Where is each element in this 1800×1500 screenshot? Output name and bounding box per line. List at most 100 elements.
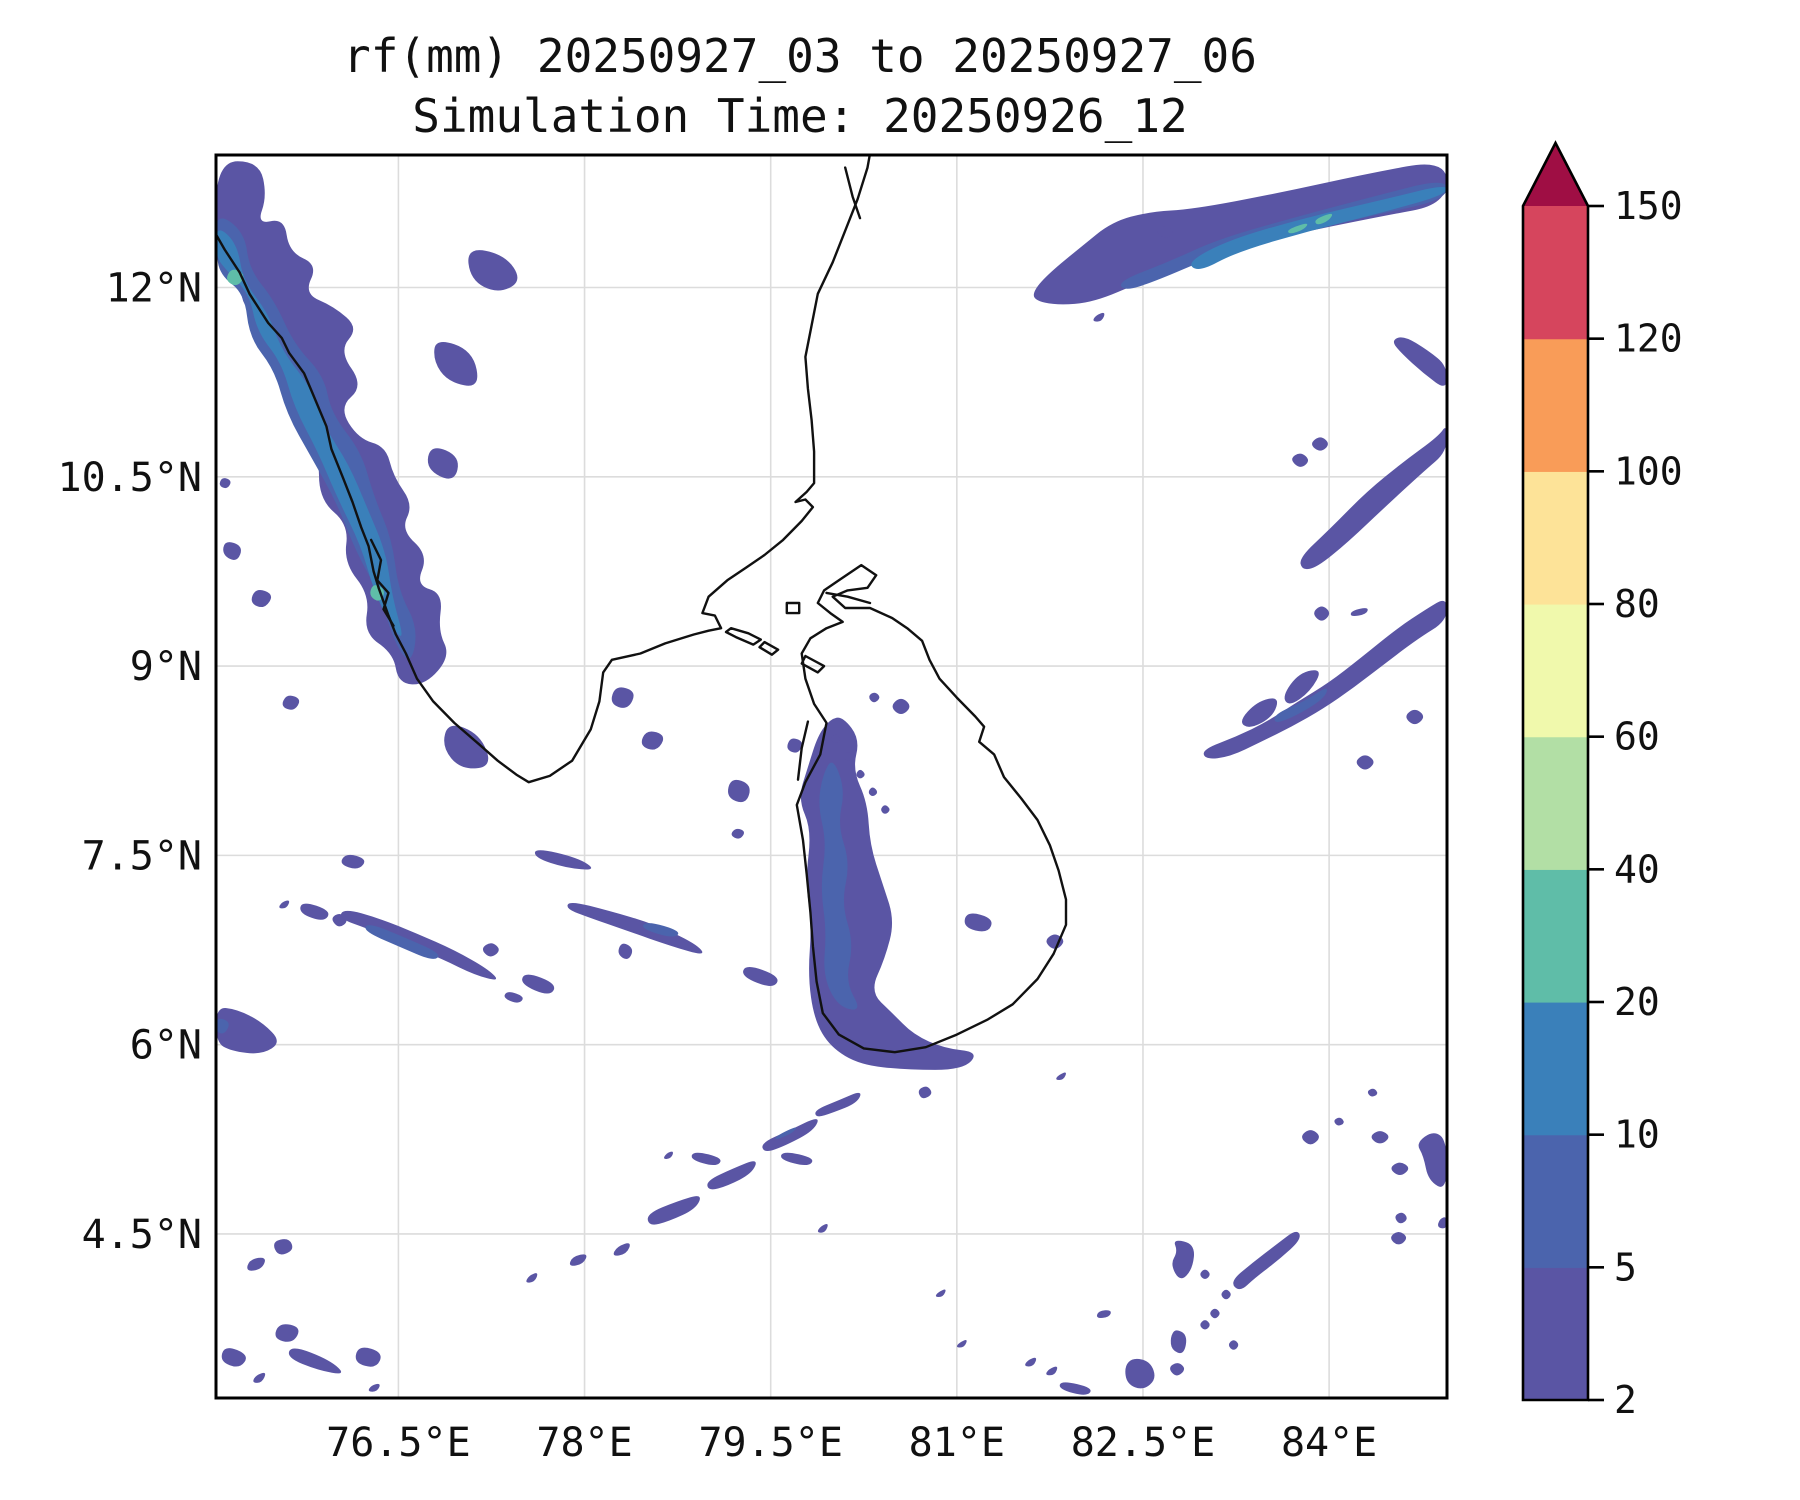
rain-patch-bl-dot-b (368, 1383, 380, 1392)
x-tick-label: 82.5°E (1071, 1420, 1216, 1466)
rain-patch-inland-ne (468, 250, 518, 291)
rain-patch-br-round (1125, 1358, 1155, 1389)
colorbar-tick-label: 2 (1614, 1378, 1637, 1422)
coastline-pamban-island-2 (758, 640, 780, 656)
rain-patch-br-diamond-b (1371, 1131, 1389, 1144)
rain-patch-ws-blob-e (522, 974, 555, 994)
rain-patch-sc-dot-b (526, 1273, 538, 1283)
colorbar-tick-label: 80 (1614, 582, 1660, 626)
y-tick-label: 10.5°N (58, 455, 203, 501)
colorbar-segment-100-120 (1523, 338, 1588, 472)
rain-patch-inland-e (434, 342, 478, 386)
colorbar-tick-label: 100 (1614, 449, 1683, 493)
rain-patch-band-teal-b (1315, 213, 1333, 225)
rain-patch-br-dot-b (1025, 1357, 1037, 1367)
colorbar: 2 5 10 20 40 60 80 100 120 150 (1521, 140, 1683, 1422)
rain-patch-br-dash-b (1096, 1310, 1111, 1318)
coastline-pamban-island-1 (724, 627, 762, 646)
rain-patch-sl-tip-dot (918, 1086, 932, 1099)
y-tick-label: 6°N (130, 1023, 202, 1069)
rain-patch-india-tip (444, 725, 489, 769)
x-tick-label: 84°E (1281, 1420, 1377, 1466)
rain-patch-bc-dot-b (956, 1340, 967, 1348)
rain-patch-swsl-chain-2 (843, 752, 853, 761)
rain-patch-mid-streak-core (1274, 688, 1328, 722)
rain-patch-ws-blob (300, 903, 329, 920)
x-tick-label: 76.5°E (326, 1420, 471, 1466)
rain-patch-sc1 (647, 1196, 700, 1225)
figure-title: rf(mm) 20250927_03 to 20250927_06 (343, 29, 1257, 83)
rain-patch-band-dot (1093, 312, 1105, 322)
rain-patch-bl-c (355, 1347, 381, 1367)
rain-patch-bl-b (288, 1348, 342, 1374)
rain-patch-band-diamond (1157, 226, 1173, 238)
colorbar-segment-2-5 (1523, 1267, 1588, 1401)
colorbar-segment-60-80 (1523, 604, 1588, 738)
rain-patch-br-ch-5 (1228, 1340, 1239, 1350)
rain-patch-br-dot-e (1367, 1088, 1378, 1097)
rain-patch-sc-m1 (691, 1152, 721, 1166)
rain-patch-mid-streak-bump-b (1284, 670, 1319, 704)
rain-patch-diag-diamond-b (1312, 437, 1328, 451)
rain-patch-band-teal-a (1288, 223, 1308, 234)
rain-patch-swsl-chain-4 (868, 787, 878, 797)
rain-patch-br-dot-c (1046, 1366, 1058, 1376)
rain-patch-swsl-core (819, 762, 858, 1010)
coastline-jaffna-lagoon (825, 591, 872, 605)
rain-patch-ws-main-core (365, 925, 439, 959)
colorbar-segment-5-10 (1523, 1134, 1588, 1268)
rain-patch-mid-dash (1350, 608, 1368, 616)
colorbar-tick-label: 40 (1614, 847, 1660, 891)
rain-patch-br-diamond-d (1170, 1363, 1185, 1376)
rain-patch-mid-diamond-c (1314, 606, 1330, 621)
rain-patch-sl-inland-dot (869, 692, 880, 703)
figure-subtitle: Simulation Time: 20250926_12 (412, 89, 1188, 143)
coastline-sri-lanka (795, 563, 1068, 1054)
rain-patch-sea-dot-d (282, 695, 300, 710)
rain-patch-left-blob-6n (216, 1008, 277, 1054)
rain-patch-mid-diamond-a (1406, 709, 1424, 725)
colorbar-tick-label: 10 (1614, 1113, 1660, 1157)
x-tick-label: 78°E (536, 1420, 632, 1466)
rain-patch-br-ch-3 (1210, 1308, 1220, 1319)
rain-patch-br-streak (1233, 1231, 1300, 1290)
rain-patch-br-corner (1418, 1133, 1447, 1187)
rain-patch-bl-dot-a (253, 1372, 266, 1383)
x-tick-label: 81°E (909, 1420, 1005, 1466)
rain-patch-diag-diamond-a (1292, 453, 1308, 467)
rain-patch-br-ch-2 (1221, 1289, 1231, 1300)
rain-patch-bc-dot-a (935, 1289, 946, 1297)
rain-patch-mid-streak-bump-a (1241, 698, 1278, 727)
map-frame (214, 153, 1449, 1400)
rain-patch-mid-diamond-b (1356, 755, 1374, 770)
colorbar-tick-label: 150 (1614, 184, 1683, 228)
coastline-delft-island (785, 601, 801, 615)
rain-patch-ws-diamond-b (482, 943, 499, 957)
rain-patch-sl-coast-dot (787, 738, 803, 753)
rain-patch-sl-inland-diamond (892, 698, 910, 715)
colorbar-segment-40-60 (1523, 736, 1588, 870)
rain-patch-swsl-chain-1 (831, 734, 840, 744)
rain-patch-sc3-core (775, 1127, 796, 1140)
rain-patch-kerala-core (216, 230, 402, 636)
x-tick-label: 79.5°E (698, 1420, 843, 1466)
map-content (216, 155, 1447, 1398)
coastline-pulicat-spit (844, 166, 862, 220)
rain-patch-ws-upper-b (341, 854, 365, 869)
y-tick-label: 9°N (130, 644, 202, 690)
rain-patch-inland-se (427, 448, 458, 479)
rain-patch-sc3 (762, 1119, 818, 1152)
rain-patch-br-hook (1172, 1240, 1195, 1279)
rain-patch-sc-bit-b (569, 1254, 587, 1266)
colorbar-outline (1521, 140, 1590, 1402)
rain-patch-br-comma (1170, 1330, 1187, 1354)
y-tick-label: 12°N (106, 266, 202, 312)
rain-patch-sc-bit-a (613, 1243, 630, 1256)
rain-patch-br-dash-a (1059, 1382, 1091, 1395)
rain-patch-bl-a (275, 1324, 299, 1342)
colorbar-segment-20-40 (1523, 869, 1588, 1003)
rain-patch-sc2 (707, 1161, 756, 1190)
rain-patch-sea-dot-b (223, 542, 241, 561)
rain-patch-ws-comma (618, 943, 633, 960)
rain-patch-sc-m2 (780, 1152, 813, 1166)
